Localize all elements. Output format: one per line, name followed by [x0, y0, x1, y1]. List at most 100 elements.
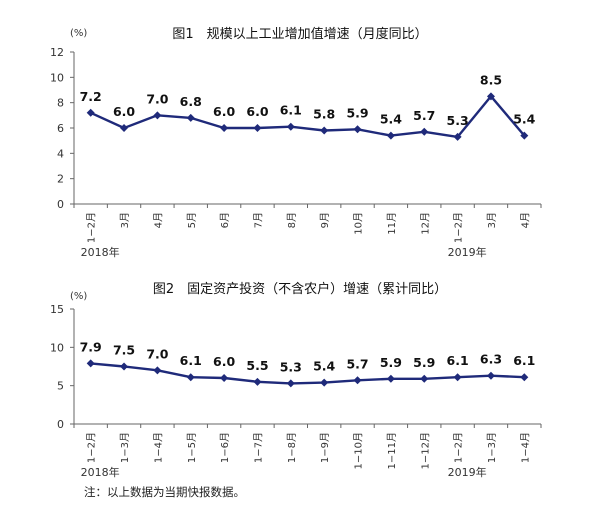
chart1-x-tick-label: 4月: [152, 212, 164, 228]
chart2-x-tick-label: 1−9月: [319, 432, 331, 463]
chart1-data-label: 5.8: [313, 107, 335, 122]
chart2-point: [120, 362, 129, 371]
chart2-x-tick-label: 1−4月: [152, 432, 164, 463]
chart1-x-tick-label: 5月: [186, 212, 198, 228]
chart1-point: [520, 131, 529, 140]
chart2-point: [420, 374, 429, 383]
chart2-data-label: 5.7: [346, 356, 368, 371]
chart1-x-tick-label: 4月: [519, 212, 531, 228]
chart2-point: [386, 374, 395, 383]
chart2-x-tick-label: 1−3月: [119, 432, 131, 463]
chart2-x-tick-label: 1−8月: [286, 432, 298, 463]
chart2-unit: (%): [70, 291, 87, 302]
chart1-year-label: 2018年: [81, 245, 120, 259]
chart1-y-tick-label: 6: [57, 122, 64, 135]
chart2-data-label: 6.0: [213, 354, 235, 369]
chart2-point: [320, 378, 329, 387]
chart2-data-label: 6.1: [447, 353, 469, 368]
chart2-data-label: 5.9: [380, 355, 402, 370]
chart1-point: [286, 122, 295, 131]
chart2-x-tick-label: 1−7月: [252, 432, 264, 463]
chart-industrial-value-added: 图1 规模以上工业增加值增速（月度同比） (%) 0 2 4 6 8 10 12 1−2月 3月…: [50, 26, 542, 259]
chart1-data-label: 6.8: [180, 94, 202, 109]
chart2-year-label: 2019年: [448, 465, 487, 479]
chart1-data-label: 5.7: [413, 108, 435, 123]
chart1-x-tick-label: 3月: [486, 212, 498, 228]
chart1-x-tick-label: 6月: [219, 212, 231, 228]
chart1-point: [253, 124, 262, 132]
chart2-data-label: 7.9: [80, 339, 102, 354]
chart1-data-label: 6.1: [280, 103, 302, 118]
chart1-point: [353, 125, 362, 134]
chart2-y-tick-label: 10: [50, 341, 64, 354]
chart1-point: [86, 108, 95, 117]
chart2-x-tick-label: 1−2月: [86, 432, 98, 463]
chart2-data-label: 5.3: [280, 359, 302, 374]
chart2-x-tick-label: 1−5月: [186, 432, 198, 463]
chart1-data-label: 8.5: [480, 72, 502, 87]
chart2-point: [520, 373, 529, 382]
chart1-point: [153, 111, 162, 120]
chart1-x-tick-label: 9月: [319, 212, 331, 228]
chart1-year-label: 2019年: [448, 245, 487, 259]
chart1-data-label: 6.0: [213, 104, 235, 119]
chart2-data-label: 5.9: [413, 355, 435, 370]
chart2-year-label: 2018年: [81, 465, 120, 479]
chart2-data-label: 7.0: [146, 346, 168, 361]
chart1-x-tick-label: 10月: [353, 212, 365, 235]
chart2-point: [486, 371, 495, 380]
chart2-title: 图2 固定资产投资（不含农户）增速（累计同比）: [153, 281, 447, 297]
chart1-y-tick-label: 0: [57, 198, 64, 211]
chart1-data-label: 5.4: [380, 112, 402, 127]
chart2-x-tick-label: 1−6月: [219, 432, 231, 463]
chart1-point: [453, 132, 462, 141]
chart1-data-label: 5.9: [346, 105, 368, 120]
chart-fixed-asset-investment: 图2 固定资产投资（不含农户）增速（累计同比） (%) 0 5 10 15 1−2月 1−…: [50, 281, 542, 479]
chart2-y-tick-label: 15: [50, 303, 64, 316]
chart2-point: [453, 373, 462, 382]
chart1-data-label: 7.2: [80, 89, 102, 104]
chart2-x-tick-label: 1−4月: [519, 432, 531, 463]
chart2-data-label: 5.4: [313, 359, 335, 374]
chart1-point: [120, 124, 129, 132]
chart1-data-label: 7.0: [146, 91, 168, 106]
chart2-x-tick-label: 1−10月: [353, 432, 365, 469]
chart2-point: [253, 377, 262, 386]
chart1-x-tick-label: 12月: [419, 212, 431, 235]
chart1-series-line: [90, 95, 526, 139]
chart1-point: [420, 127, 429, 136]
chart1-y-tick-label: 8: [57, 97, 64, 110]
chart1-point: [320, 126, 329, 135]
chart1-x-tick-label: 8月: [286, 212, 298, 228]
chart1-title: 图1 规模以上工业增加值增速（月度同比）: [172, 26, 427, 42]
chart1-y-tick-label: 10: [50, 71, 64, 84]
chart1-unit: (%): [70, 28, 87, 39]
chart1-x-tick-label: 11月: [386, 212, 398, 235]
chart1-point: [386, 131, 395, 140]
chart1-data-label: 6.0: [246, 104, 268, 119]
chart1-data-label: 5.3: [447, 113, 469, 128]
chart1-data-label: 6.0: [113, 104, 135, 119]
chart1-point: [186, 113, 195, 122]
chart2-data-label: 7.5: [113, 343, 135, 358]
chart2-point: [153, 366, 162, 375]
chart1-y-tick-label: 2: [57, 173, 64, 186]
chart2-y-tick-label: 5: [57, 380, 64, 393]
chart2-point: [186, 373, 195, 382]
chart1-point: [220, 124, 229, 132]
chart2-data-label: 6.1: [180, 353, 202, 368]
chart2-x-tick-label: 1−2月: [453, 432, 465, 463]
chart2-point: [86, 359, 95, 368]
chart1-data-label: 5.4: [513, 112, 535, 127]
chart2-point: [220, 374, 229, 382]
chart2-x-tick-label: 1−3月: [486, 432, 498, 463]
chart1-y-tick-label: 12: [50, 46, 64, 59]
chart2-data-label: 6.1: [513, 353, 535, 368]
chart2-data-label: 6.3: [480, 352, 502, 367]
chart2-data-label: 5.5: [246, 358, 268, 373]
chart2-x-tick-label: 1−11月: [386, 432, 398, 469]
chart2-x-tick-label: 1−12月: [419, 432, 431, 469]
chart2-point: [353, 376, 362, 385]
chart1-x-tick-label: 1−2月: [453, 212, 465, 243]
